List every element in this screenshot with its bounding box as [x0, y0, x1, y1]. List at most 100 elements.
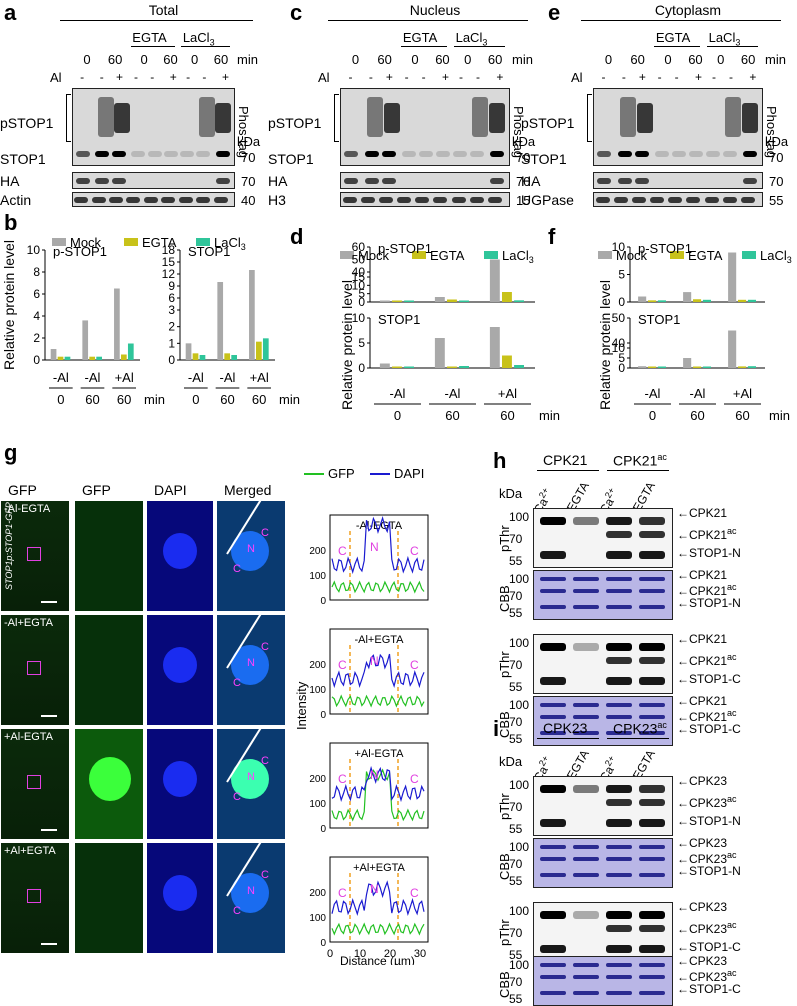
substrate-band [540, 677, 566, 685]
egta-underline [654, 46, 701, 47]
micro-image [74, 728, 144, 840]
roi-box [27, 889, 41, 903]
cbb-band [606, 873, 632, 877]
loading-band [650, 197, 665, 203]
cbb-band [573, 589, 599, 593]
time-label: 0 [190, 52, 199, 67]
loading-band [433, 197, 448, 203]
marker: 55 [509, 948, 523, 962]
x-time-label: 60 [252, 392, 266, 407]
substrate-band [606, 819, 632, 827]
band-label: ←STOP1-C [677, 940, 741, 954]
profile-frame [329, 742, 429, 829]
bar [96, 356, 102, 360]
kinase-band-ac [639, 531, 665, 538]
lacl3-underline [706, 46, 758, 47]
al-sign: - [348, 70, 353, 84]
loading-band [741, 197, 756, 203]
gfp-trace [331, 922, 425, 936]
egta-underline [401, 46, 448, 47]
kinase-band [639, 911, 665, 919]
micro-image: +Al-EGTA [0, 728, 70, 840]
microscopy-panel: GFP GFP DAPI Merged -Al-EGTA C N C -Al+EGTA C N C +A… [0, 460, 300, 965]
cbb-band [639, 605, 665, 609]
stop1-band [111, 151, 126, 157]
y-tick-label: 5 [358, 336, 365, 350]
label-n: N [247, 885, 255, 897]
cbb-band [606, 715, 632, 719]
time-label: 0 [351, 52, 360, 67]
al-sign: - [368, 70, 373, 84]
kda-label: kDa [499, 486, 523, 501]
cbb-band [639, 703, 665, 707]
legend-swatch [412, 251, 426, 259]
y-tick-label: 5 [358, 287, 365, 301]
cbb-band [573, 605, 599, 609]
band-label: ←CPK23 [677, 954, 728, 968]
cbb-gel [533, 696, 673, 746]
x-group-label: +Al [498, 386, 517, 401]
profile-title: +Al-EGTA [354, 748, 404, 760]
ha-band [743, 178, 758, 184]
x-group-label: -Al [188, 370, 204, 385]
western-blot-cytoplasm: Cytoplasm EGTA LaCl3 0 60 0 60 0 60 min Al - - + - - + - -… [521, 0, 797, 215]
bar [121, 354, 127, 360]
blot-phostag [72, 88, 235, 166]
panel-label-g: g [4, 440, 18, 465]
micro-col-header: GFP [8, 482, 37, 498]
ha-band [215, 178, 230, 184]
al-sign: - [657, 70, 662, 84]
panel-label-c: c [290, 0, 303, 25]
profile-ytick: 0 [320, 824, 326, 835]
cbb-band [540, 991, 566, 995]
ha-band [95, 178, 110, 184]
cbb-band [606, 589, 632, 593]
substrate-band [540, 945, 566, 953]
row-label-ha: HA [0, 173, 20, 189]
substrate-band [639, 945, 665, 953]
band-label: ←CPK23 [677, 900, 728, 914]
row-label-loading: Actin [0, 192, 32, 208]
blot-phostag [593, 88, 763, 166]
bar [114, 288, 120, 360]
legend-label: Mock [70, 235, 102, 250]
band-label: ←STOP1-C [677, 672, 741, 686]
loading-band [415, 197, 430, 203]
band-label: ←STOP1-C [677, 982, 741, 996]
kinase-band-ac [606, 799, 632, 806]
y-tick-label: 10 [27, 243, 41, 257]
y-tick-label: 5 [618, 268, 625, 282]
cbb-band [540, 873, 566, 877]
stop1-band [490, 151, 505, 157]
y-tick-label: 18 [162, 243, 176, 257]
marker: 100 [509, 572, 530, 586]
profile-frame [329, 514, 429, 601]
stop1-band [364, 151, 379, 157]
bar [392, 366, 402, 368]
blot-title: Cytoplasm [654, 2, 722, 18]
pthr-blot [533, 776, 673, 836]
row-label-stop1: STOP1 [521, 151, 567, 167]
cbb-band [639, 731, 665, 735]
marker: 55 [509, 606, 523, 620]
time-label: 0 [464, 52, 472, 67]
micro-image [74, 500, 144, 612]
bar [64, 356, 71, 360]
region-c: C [338, 772, 347, 786]
profile-ytick: 200 [309, 774, 326, 785]
kda-label: kDa [237, 134, 261, 149]
bar [683, 358, 692, 368]
ha-band [344, 178, 359, 184]
pstop1-bracket [587, 94, 592, 142]
pstop1-smear [198, 97, 215, 137]
panel-label-i: i [493, 716, 500, 741]
bar [683, 292, 692, 302]
cbb-band [606, 605, 632, 609]
panel-label-f: f [548, 224, 556, 249]
legend-sub: 3 [529, 255, 534, 265]
x-group-label: +Al [733, 386, 752, 401]
cbb-band [606, 577, 632, 581]
x-unit: min [144, 392, 165, 407]
y-tick-label: 9 [168, 279, 175, 293]
legend-label: LaCl3 [214, 235, 246, 252]
